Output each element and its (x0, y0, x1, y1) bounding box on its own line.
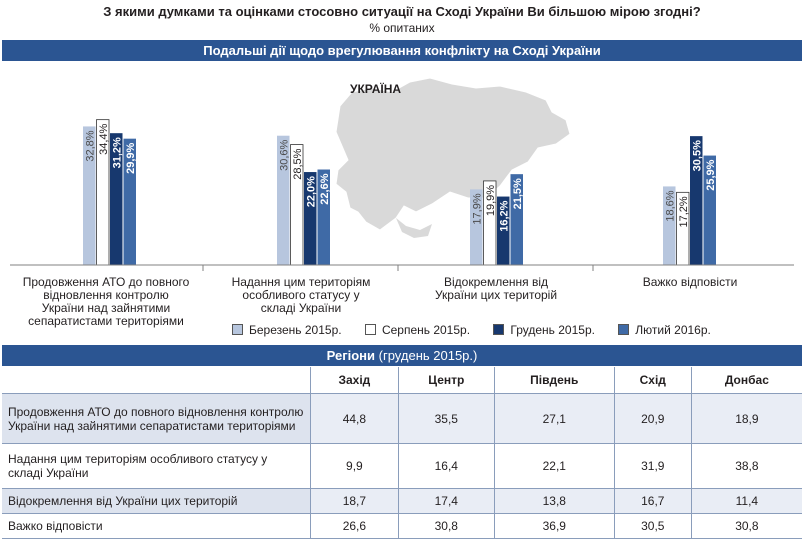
category-label: Продовження АТО до повного (23, 275, 190, 289)
legend-label-1: Березень 2015р. (249, 323, 342, 337)
column-header: Центр (397, 367, 495, 394)
data-label: 21,5% (512, 178, 524, 209)
table-cell: 31,9 (613, 443, 692, 489)
bar (703, 155, 716, 265)
regions-table: Захід Центр Південь Схід Донбас Продовже… (2, 367, 802, 539)
legend-item-3: Грудень 2015р. (493, 323, 595, 337)
table-cell: 22,1 (493, 443, 615, 489)
table-cell: 17,4 (397, 488, 495, 514)
page-title: З якими думками та оцінками стосовно сит… (103, 4, 701, 19)
table-cell: 36,9 (493, 513, 615, 539)
ukraine-map-shape (335, 77, 571, 231)
category-label: України над зайнятими (42, 301, 170, 315)
column-header: Захід (310, 367, 399, 394)
table-corner (2, 367, 311, 394)
category-label: відновлення контролю (43, 288, 168, 302)
table-cell: 30,5 (613, 513, 692, 539)
data-label: 30,5% (691, 140, 703, 171)
regions-title: Регіони (326, 348, 376, 363)
table-cell: 13,8 (493, 488, 615, 514)
data-label: 28,5% (292, 148, 304, 179)
data-label: 32,8% (84, 130, 96, 161)
data-label: 17,9% (471, 193, 483, 224)
row-label: Відокремлення від України цих територій (2, 488, 311, 514)
bar (470, 189, 483, 265)
bar (510, 174, 523, 265)
category-label: складі України (261, 301, 341, 315)
table-cell: 20,9 (613, 393, 692, 444)
table-row: Продовження АТО до повного відновлення к… (2, 393, 802, 444)
bar (304, 172, 317, 265)
page-subtitle: % опитаних (369, 21, 435, 35)
data-label: 31,2% (111, 137, 123, 168)
data-label: 16,2% (498, 200, 510, 231)
category-label: сепаратистами територіями (28, 314, 184, 328)
data-label: 25,9% (705, 159, 717, 190)
row-label: Надання цим територіям особливого статус… (2, 443, 311, 489)
bar (690, 136, 703, 265)
bar (663, 186, 676, 265)
legend-swatch-1 (232, 324, 243, 335)
column-header: Південь (493, 367, 615, 394)
legend-item-4: Лютий 2016р. (618, 323, 711, 337)
chart-section-header: Подальші дії щодо врегулювання конфлікту… (2, 40, 802, 61)
row-label: Продовження АТО до повного відновлення к… (2, 393, 311, 444)
table-cell: 16,7 (613, 488, 692, 514)
category-label: України цих територій (435, 288, 557, 302)
data-label: 22,0% (305, 176, 317, 207)
map-label: УКРАЇНА (350, 81, 401, 96)
ukraine-map: УКРАЇНА (335, 77, 571, 238)
table-cell: 30,8 (690, 513, 802, 539)
legend-label-3: Грудень 2015р. (510, 323, 595, 337)
table-cell: 27,1 (493, 393, 615, 444)
column-header: Схід (613, 367, 692, 394)
chart-legend: Березень 2015р. Серпень 2015р. Грудень 2… (232, 323, 731, 337)
legend-item-1: Березень 2015р. (232, 323, 342, 337)
table-row: Відокремлення від України цих територій … (2, 488, 802, 514)
legend-swatch-4 (618, 324, 630, 335)
data-label: 29,9% (125, 142, 137, 173)
bar (317, 169, 330, 265)
bar (83, 126, 96, 265)
table-cell: 11,4 (690, 488, 802, 514)
data-label: 22,6% (319, 173, 331, 204)
table-cell: 18,7 (310, 488, 399, 514)
data-label: 30,6% (278, 140, 290, 171)
data-label: 19,9% (485, 185, 497, 216)
column-header: Донбас (690, 367, 802, 394)
legend-swatch-3 (493, 324, 505, 335)
table-cell: 26,6 (310, 513, 399, 539)
bar (497, 196, 510, 265)
table-cell: 35,5 (397, 393, 495, 444)
legend-swatch-2 (364, 324, 376, 335)
row-label: Важко відповісти (2, 513, 311, 539)
table-cell: 16,4 (397, 443, 495, 489)
legend-label-4: Лютий 2016р. (635, 323, 711, 337)
table-cell: 38,8 (690, 443, 802, 489)
category-label: особливого статусу у (242, 288, 359, 302)
bar (123, 138, 136, 265)
crimea-shape (396, 218, 432, 238)
category-label: Надання цим територіям (232, 275, 371, 289)
data-label: 34,4% (98, 123, 110, 154)
legend-label-2: Серпень 2015р. (381, 323, 471, 337)
table-cell: 18,9 (690, 393, 802, 444)
data-label: 17,2% (678, 196, 690, 227)
table-cell: 9,9 (310, 443, 399, 489)
bar-chart: УКРАЇНА 32,8% 30,6% 17,9% 18,6% 34,4% 28,5% 19… (10, 77, 794, 328)
regions-subtitle: (грудень 2015р.) (378, 348, 478, 363)
table-row: Важко відповісти 26,6 30,8 36,9 30,5 30,… (2, 513, 802, 539)
table-row: Надання цим територіям особливого статус… (2, 443, 802, 489)
table-cell: 44,8 (310, 393, 399, 444)
bar (277, 135, 290, 265)
table-header-row: Захід Центр Південь Схід Донбас (2, 367, 802, 394)
data-label: 18,6% (664, 190, 676, 221)
category-label: Важко відповісти (643, 275, 738, 289)
legend-item-2: Серпень 2015р. (364, 323, 471, 337)
table-cell: 30,8 (397, 513, 495, 539)
bar (110, 133, 123, 265)
category-label: Відокремлення від (444, 275, 548, 289)
regions-section-header: Регіони (грудень 2015р.) (2, 345, 802, 366)
